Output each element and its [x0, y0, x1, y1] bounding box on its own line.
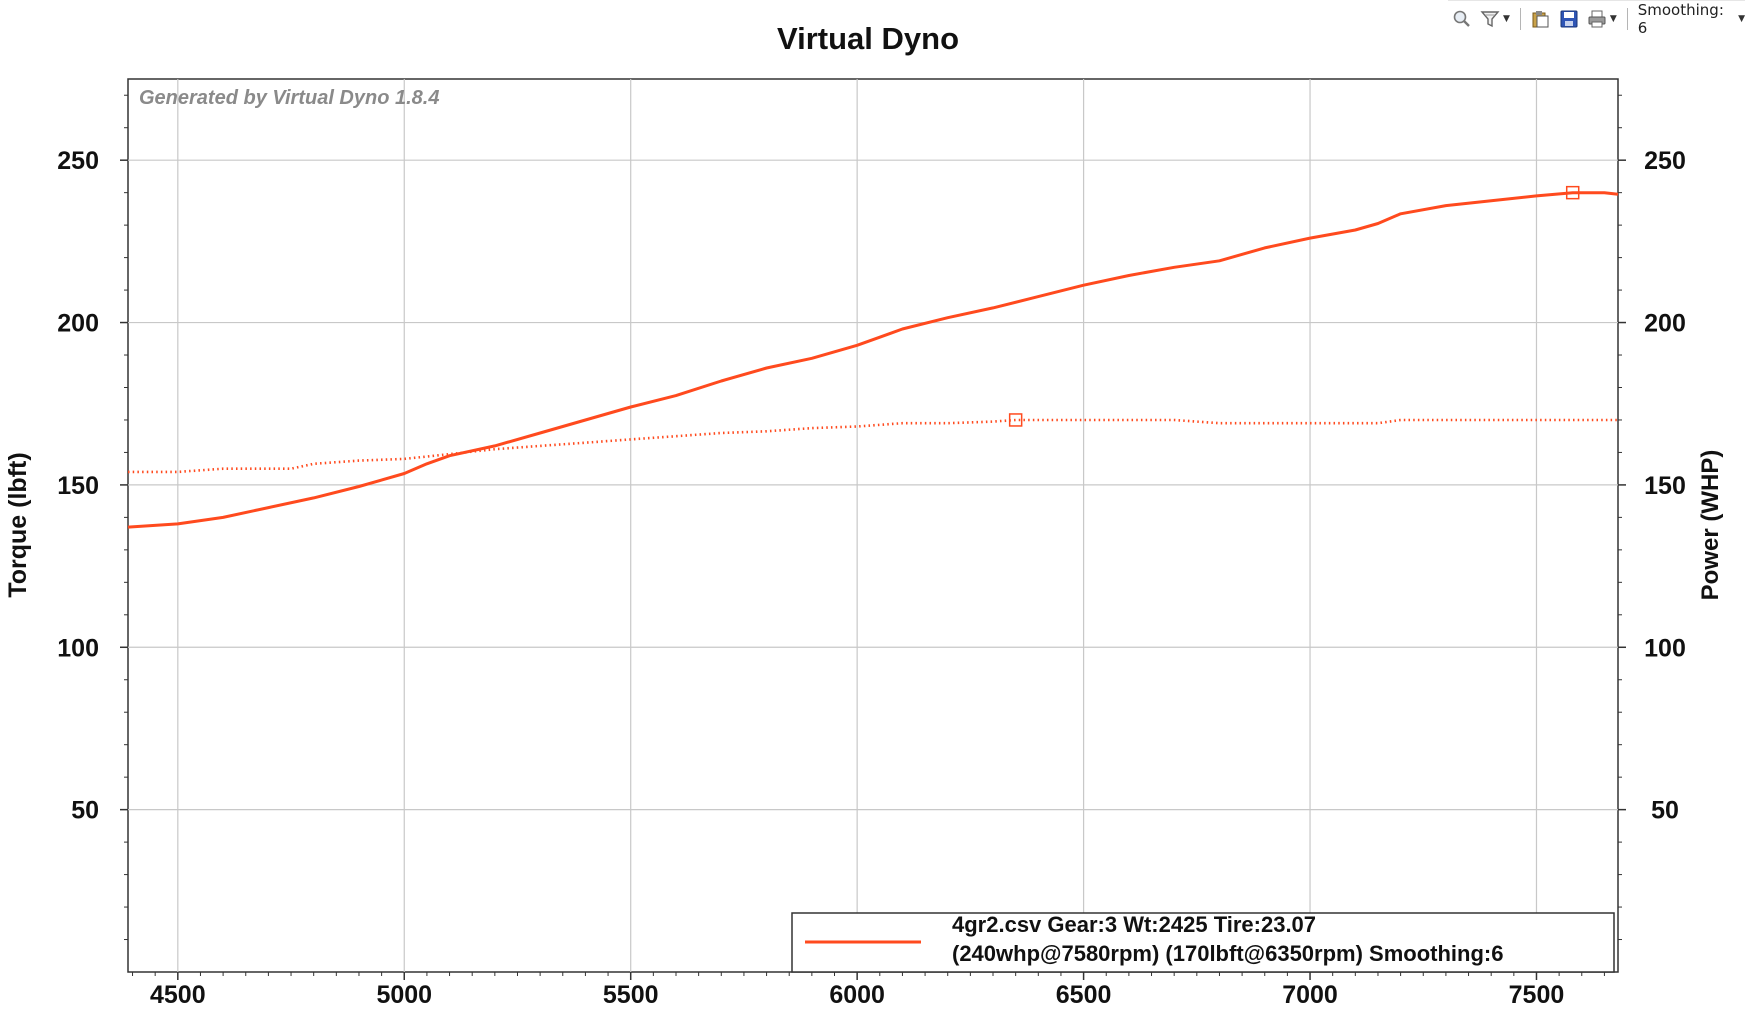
y-right-tick-label: 50	[1651, 797, 1679, 825]
x-tick-labels: 4500 5000 5500 6000 6500 7000 7500	[150, 981, 1564, 1009]
y-axis-right-label: Power (WHP)	[1697, 450, 1724, 601]
x-tick-label: 6000	[829, 981, 885, 1009]
y-left-tick-label: 250	[57, 147, 99, 175]
floppy-disk-icon	[1560, 10, 1578, 28]
toolbar-separator	[1519, 8, 1521, 30]
copy-to-clipboard-button[interactable]	[1529, 6, 1553, 32]
grid-lines	[128, 79, 1618, 972]
filter-button[interactable]: ▼	[1478, 6, 1512, 32]
x-tick-label: 7000	[1282, 981, 1338, 1009]
legend: 4gr2.csv Gear:3 Wt:2425 Tire:23.07 (240w…	[791, 912, 1615, 973]
magnifier-zoom-icon	[1453, 10, 1470, 27]
plot-area	[127, 78, 1619, 973]
y-left-tick-label: 200	[57, 310, 99, 338]
smoothing-dropdown[interactable]: Smoothing: 6 ▼	[1636, 1, 1745, 37]
x-tick-label: 5500	[603, 981, 659, 1009]
y-right-tick-label: 250	[1644, 147, 1686, 175]
save-button[interactable]	[1557, 6, 1581, 32]
x-tick-label: 7500	[1509, 981, 1565, 1009]
x-tick-label: 6500	[1056, 981, 1112, 1009]
torque-peak-marker	[1008, 413, 1023, 427]
y-right-tick-label: 150	[1644, 472, 1686, 500]
filter-dropdown-caret-icon: ▼	[1503, 14, 1510, 24]
legend-line-1: 4gr2.csv Gear:3 Wt:2425 Tire:23.07	[952, 912, 1316, 937]
x-tick-label: 5000	[376, 981, 432, 1009]
printer-icon	[1588, 10, 1606, 28]
y-right-tick-label: 100	[1644, 634, 1686, 662]
legend-box	[791, 912, 1615, 973]
y-right-tick-label: 200	[1644, 310, 1686, 338]
chart-toolbar: ▼ ▼ Smoothing: 6 ▼	[1448, 0, 1745, 37]
torque-curve	[128, 418, 1618, 474]
power-curve	[127, 191, 1619, 529]
series-layer	[127, 185, 1619, 529]
y-axis-left-label: Torque (lbft)	[4, 452, 32, 597]
funnel-filter-icon	[1480, 11, 1500, 28]
print-button[interactable]: ▼	[1585, 6, 1619, 32]
clipboard-icon	[1532, 11, 1549, 28]
power-peak-marker	[1565, 185, 1580, 200]
chevron-down-icon: ▼	[1738, 14, 1745, 24]
y-left-tick-label: 100	[57, 634, 99, 662]
toolbar-separator	[1626, 8, 1628, 30]
legend-line-2: (240whp@7580rpm) (170lbft@6350rpm) Smoot…	[952, 941, 1503, 966]
y-left-tick-label: 150	[57, 472, 99, 500]
watermark-text: Generated by Virtual Dyno 1.8.4	[139, 87, 439, 109]
zoom-button[interactable]	[1450, 6, 1474, 32]
x-tick-label: 4500	[150, 981, 206, 1009]
print-dropdown-caret-icon: ▼	[1609, 14, 1617, 24]
y-left-tick-label: 50	[71, 797, 99, 825]
chart-title: Virtual Dyno	[777, 21, 959, 56]
smoothing-label: Smoothing: 6	[1637, 1, 1724, 37]
y-left-tick-labels: 50 100 150 200 250	[57, 147, 99, 824]
y-right-tick-labels: 50 100 150 200 250	[1644, 147, 1686, 824]
